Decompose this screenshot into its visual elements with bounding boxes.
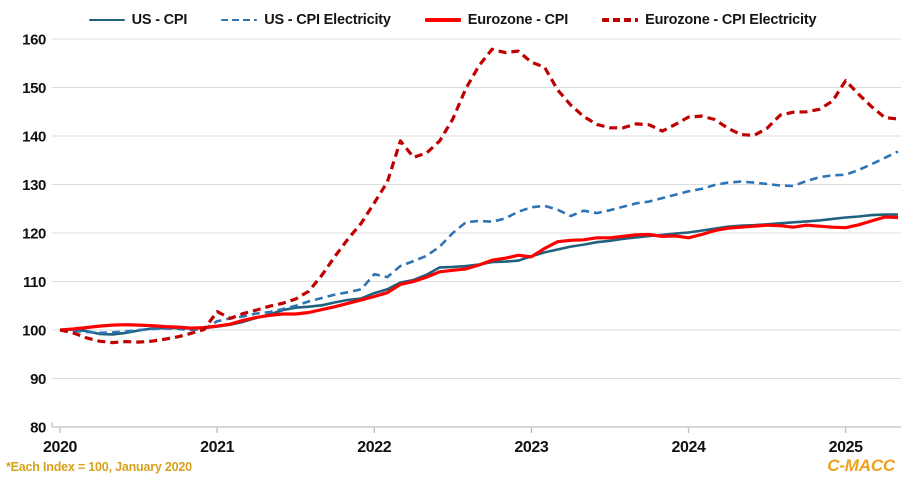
legend-label: Eurozone - CPI <box>467 12 569 28</box>
legend-item-eurozone-cpi-electricity: Eurozone - CPI Electricity <box>602 12 817 28</box>
x-axis-label: 2020 <box>43 439 77 456</box>
x-axis-label: 2023 <box>514 439 548 456</box>
series-line-us-cpi-electricity <box>59 150 899 335</box>
brand-logo: C-MACC <box>827 456 895 475</box>
y-axis-label: 80 <box>30 420 46 437</box>
solid-line-swatch-icon <box>424 18 461 22</box>
x-axis-label: 2022 <box>357 439 391 456</box>
dashed-line-swatch-icon <box>221 18 258 22</box>
solid-line-swatch-icon <box>88 18 125 22</box>
y-axis-label: 100 <box>22 323 46 340</box>
legend-label: Eurozone - CPI Electricity <box>645 12 817 28</box>
series-line-eurozone-cpi-electricity <box>59 47 899 345</box>
x-axis-label: 2025 <box>829 439 863 456</box>
y-axis-label: 110 <box>23 274 46 291</box>
y-axis-label: 160 <box>22 32 46 49</box>
y-axis-label: 140 <box>22 129 46 146</box>
series-line-eurozone-cpi <box>59 215 899 332</box>
footnote: *Each Index = 100, January 2020 <box>6 460 192 474</box>
legend-item-us-cpi: US - CPI <box>88 12 188 28</box>
y-axis-label: 130 <box>22 177 46 194</box>
y-axis-label: 120 <box>22 226 46 243</box>
dashed-line-swatch-icon <box>602 18 639 22</box>
cpi-chart: 80 90 100 110 120 130 140 150 160 2020 2021 2022 202… <box>22 32 901 456</box>
x-axis-label: 2021 <box>200 439 234 456</box>
legend-item-eurozone-cpi: Eurozone - CPI <box>424 12 569 28</box>
legend-label: US - CPI <box>131 12 188 28</box>
x-axis-label: 2024 <box>672 439 706 456</box>
chart-legend: US - CPI US - CPI Electricity Eurozone - C… <box>0 8 905 32</box>
y-axis-label: 90 <box>30 371 46 388</box>
legend-label: US - CPI Electricity <box>264 12 391 28</box>
legend-item-us-cpi-electricity: US - CPI Electricity <box>221 12 391 28</box>
y-axis-label: 150 <box>22 80 46 97</box>
